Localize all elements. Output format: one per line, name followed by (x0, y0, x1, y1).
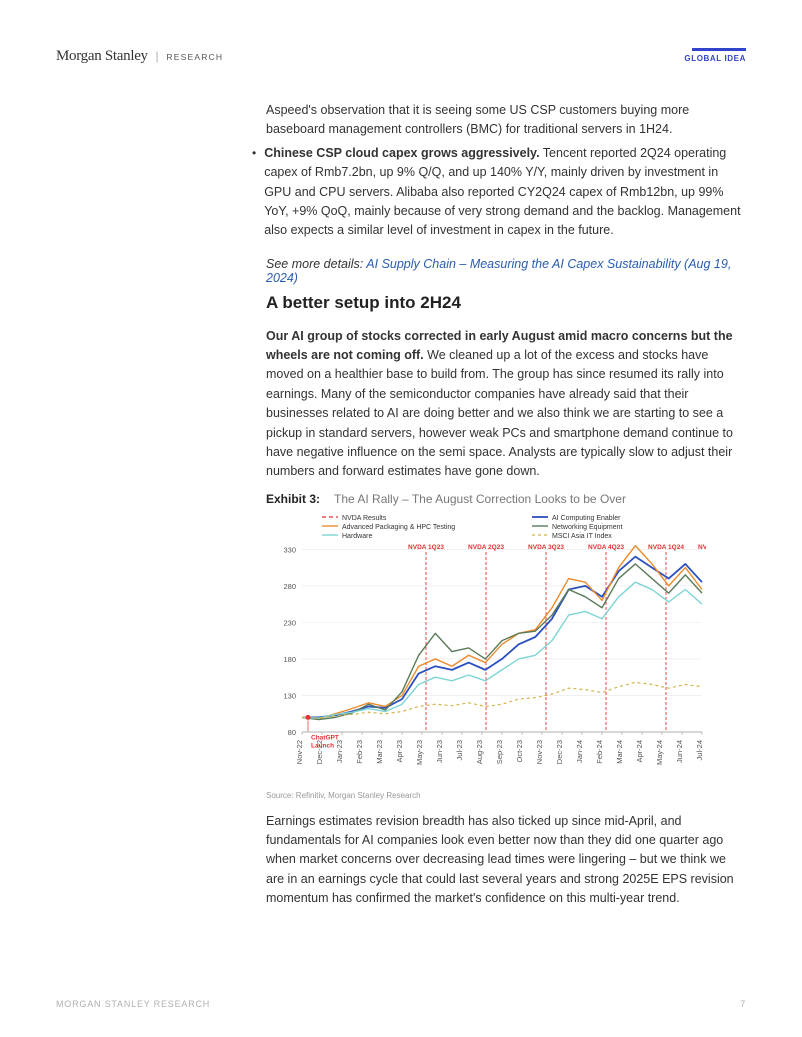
paragraph-2: Earnings estimates revision breadth has … (266, 812, 746, 909)
svg-text:Apr-24: Apr-24 (635, 740, 644, 763)
svg-text:Feb-23: Feb-23 (355, 740, 364, 764)
exhibit-header: Exhibit 3: The AI Rally – The August Cor… (266, 492, 746, 506)
svg-text:Dec-23: Dec-23 (555, 740, 564, 764)
svg-text:Launch: Launch (311, 742, 334, 749)
para1-rest: We cleaned up a lot of the excess and st… (266, 348, 733, 478)
see-more-line: See more details: AI Supply Chain – Meas… (266, 257, 746, 285)
footer-left: MORGAN STANLEY RESEARCH (56, 999, 210, 1009)
page-header: Morgan Stanley | RESEARCH GLOBAL IDEA (56, 48, 746, 65)
svg-text:NVDA 1Q24: NVDA 1Q24 (648, 544, 684, 551)
svg-text:230: 230 (283, 618, 296, 627)
exhibit-chart: 80130180230280330Nov-22Dec-22Jan-23Feb-2… (266, 512, 746, 787)
svg-text:280: 280 (283, 581, 296, 590)
svg-text:Oct-23: Oct-23 (515, 740, 524, 763)
svg-text:130: 130 (283, 691, 296, 700)
svg-text:330: 330 (283, 545, 296, 554)
svg-text:Nov-22: Nov-22 (295, 740, 304, 764)
logo-separator: | (156, 48, 159, 64)
svg-text:Hardware: Hardware (342, 533, 372, 540)
svg-text:NVDA 4Q23: NVDA 4Q23 (588, 544, 624, 551)
logo-block: Morgan Stanley | RESEARCH (56, 48, 223, 65)
svg-text:NVDA 2Q23: NVDA 2Q23 (468, 544, 504, 551)
svg-text:MSCI Asia IT Index: MSCI Asia IT Index (552, 533, 612, 540)
svg-text:Advanced Packaging & HPC Testi: Advanced Packaging & HPC Testing (342, 524, 455, 531)
paragraph-1: Our AI group of stocks corrected in earl… (266, 327, 746, 482)
svg-text:AI Computing Enabler: AI Computing Enabler (552, 515, 621, 522)
svg-text:180: 180 (283, 655, 296, 664)
page-footer: MORGAN STANLEY RESEARCH 7 (56, 999, 746, 1009)
svg-text:Jun-24: Jun-24 (675, 740, 684, 763)
svg-text:Sep-23: Sep-23 (495, 740, 504, 764)
svg-text:Feb-24: Feb-24 (595, 740, 604, 764)
svg-text:Mar-23: Mar-23 (375, 740, 384, 764)
svg-text:Aug-23: Aug-23 (475, 740, 484, 764)
svg-text:Jan-23: Jan-23 (335, 740, 344, 763)
svg-text:Jan-24: Jan-24 (575, 740, 584, 763)
svg-text:May-24: May-24 (655, 740, 664, 765)
bullet-item: • Chinese CSP cloud capex grows aggressi… (252, 144, 746, 241)
svg-text:Nov-23: Nov-23 (535, 740, 544, 764)
see-more-prefix: See more details: (266, 257, 366, 271)
logo-text: Morgan Stanley (56, 48, 148, 65)
exhibit-title: The AI Rally – The August Correction Loo… (334, 492, 626, 506)
svg-text:Jun-23: Jun-23 (435, 740, 444, 763)
svg-text:NVDA 2Q24: NVDA 2Q24 (698, 544, 706, 551)
logo-research: RESEARCH (166, 52, 223, 62)
chart-source: Source: Refinitiv, Morgan Stanley Resear… (266, 791, 746, 800)
svg-text:May-23: May-23 (415, 740, 424, 765)
svg-text:Networking Equipment: Networking Equipment (552, 524, 622, 531)
main-content: Aspeed's observation that it is seeing s… (266, 101, 746, 919)
badge-text: GLOBAL IDEA (684, 54, 746, 63)
svg-text:NVDA 3Q23: NVDA 3Q23 (528, 544, 564, 551)
line-chart-svg: 80130180230280330Nov-22Dec-22Jan-23Feb-2… (266, 512, 706, 782)
svg-text:Jul-23: Jul-23 (455, 740, 464, 760)
bullet-lead: Chinese CSP cloud capex grows aggressive… (264, 146, 539, 160)
svg-text:NVDA 1Q23: NVDA 1Q23 (408, 544, 444, 551)
svg-text:Mar-24: Mar-24 (615, 740, 624, 764)
exhibit-label: Exhibit 3: (266, 492, 320, 506)
section-heading: A better setup into 2H24 (266, 293, 746, 313)
svg-text:Apr-23: Apr-23 (395, 740, 404, 763)
intro-paragraph: Aspeed's observation that it is seeing s… (266, 101, 746, 140)
svg-text:80: 80 (288, 728, 296, 737)
svg-text:NVDA Results: NVDA Results (342, 515, 387, 522)
svg-text:ChatGPT: ChatGPT (311, 734, 339, 741)
svg-text:Jul-24: Jul-24 (695, 740, 704, 760)
bullet-text: Chinese CSP cloud capex grows aggressive… (264, 144, 746, 241)
badge-rule (692, 48, 746, 51)
global-idea-badge: GLOBAL IDEA (684, 48, 746, 63)
footer-page-number: 7 (740, 999, 746, 1009)
bullet-marker: • (252, 144, 256, 241)
